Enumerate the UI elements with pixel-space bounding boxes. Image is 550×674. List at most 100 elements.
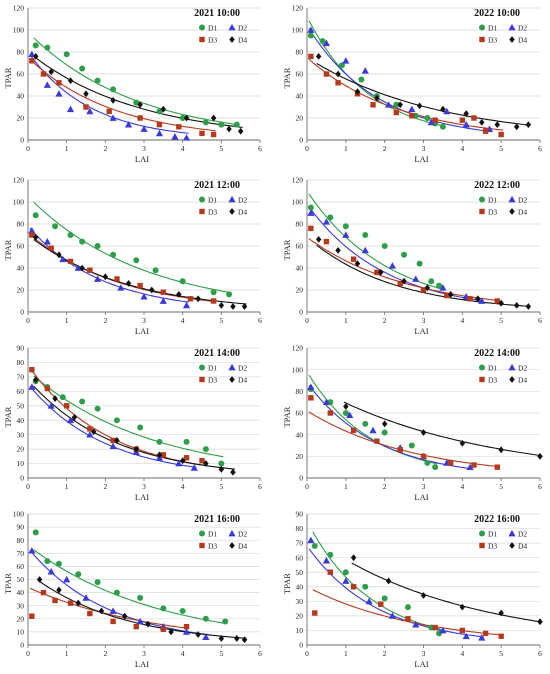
point-d3 [312, 610, 318, 616]
point-d3 [397, 280, 403, 287]
point-d3 [56, 80, 62, 86]
point-d2 [47, 568, 55, 575]
point-d3 [160, 289, 167, 295]
point-d4 [381, 420, 388, 428]
point-d2 [109, 607, 117, 614]
fit-curve-d1 [308, 374, 438, 465]
legend-label-d4: D4 [518, 376, 527, 385]
point-d3 [471, 115, 477, 121]
y-tick-label: 120 [292, 4, 304, 13]
legend-label-d4: D4 [238, 542, 247, 551]
point-d1 [319, 38, 326, 44]
legend-label-d1: D1 [208, 196, 217, 205]
point-d3 [471, 462, 477, 468]
point-d2 [66, 416, 75, 424]
point-d1 [75, 571, 82, 578]
point-d1 [202, 615, 209, 622]
point-d4 [354, 88, 361, 95]
y-tick-label: 120 [292, 344, 304, 353]
point-d2 [140, 293, 148, 300]
point-d3 [67, 258, 74, 265]
legend-label-d4: D4 [238, 36, 247, 45]
point-d4 [459, 603, 466, 611]
legend-marker-d3 [199, 208, 205, 215]
point-d4 [67, 77, 74, 84]
legend-label-d2: D2 [238, 196, 247, 205]
fit-curve-d1 [312, 531, 442, 630]
fit-curve-d3 [308, 58, 504, 131]
point-d2 [43, 81, 51, 88]
x-tick-label: 5 [499, 144, 503, 153]
y-tick-label: 60 [296, 70, 304, 79]
point-d2 [28, 227, 36, 234]
x-axis-label: LAI [414, 492, 428, 502]
point-d3 [405, 616, 411, 622]
point-d3 [370, 102, 376, 108]
legend-label-d4: D4 [518, 36, 527, 45]
point-d4 [513, 302, 520, 309]
point-d3 [374, 438, 380, 444]
point-d4 [183, 114, 190, 122]
chart-title: 2021 10:00 [194, 8, 240, 19]
point-d2 [322, 556, 331, 564]
point-d4 [315, 236, 322, 243]
point-d4 [33, 233, 39, 241]
point-d4 [52, 395, 58, 402]
point-d3 [308, 395, 314, 401]
point-d2 [28, 547, 36, 554]
point-d4 [36, 576, 43, 583]
point-d1 [152, 267, 159, 274]
point-d4 [114, 437, 120, 444]
point-d2 [439, 626, 447, 634]
point-d3 [110, 437, 116, 444]
point-d4 [218, 465, 225, 473]
y-tick-label: 20 [296, 286, 304, 295]
y-tick-label: 40 [17, 92, 25, 101]
point-d3 [350, 584, 357, 590]
point-d4 [218, 635, 225, 642]
point-d4 [110, 97, 116, 104]
x-tick-label: 1 [65, 649, 69, 658]
point-d1 [408, 442, 415, 449]
y-tick-label: 100 [13, 198, 25, 207]
legend-label-d3: D3 [488, 36, 497, 45]
point-d3 [459, 627, 466, 634]
point-d3 [176, 124, 182, 130]
y-tick-label: 90 [296, 510, 304, 519]
point-d4 [241, 303, 248, 310]
point-d3 [87, 426, 93, 432]
point-d3 [199, 457, 205, 464]
point-d1 [79, 398, 86, 405]
point-d3 [374, 269, 380, 276]
point-d3 [29, 58, 35, 64]
point-d2 [28, 50, 36, 58]
point-d2 [478, 297, 486, 304]
x-axis-label: LAI [135, 326, 149, 336]
point-d1 [202, 446, 209, 453]
point-d4 [203, 460, 209, 467]
point-d3 [44, 385, 51, 392]
x-tick-label: 2 [383, 316, 387, 325]
point-d3 [48, 245, 54, 251]
point-d1 [416, 260, 423, 267]
point-d2 [412, 621, 420, 628]
point-d4 [149, 286, 155, 294]
chart-title: 2021 14:00 [194, 348, 240, 359]
point-d4 [498, 446, 504, 454]
point-d2 [175, 459, 183, 467]
point-d3 [494, 298, 500, 304]
y-tick-label: 50 [17, 401, 25, 410]
point-d1 [160, 605, 167, 612]
fit-curve-d4 [316, 63, 531, 126]
fit-curve-d4 [343, 401, 541, 456]
point-d4 [424, 284, 431, 292]
point-d1 [55, 560, 62, 567]
x-tick-label: 3 [422, 482, 426, 491]
point-d3 [210, 298, 217, 304]
legend-marker-d2 [228, 529, 236, 537]
point-d1 [156, 438, 163, 445]
point-d1 [183, 438, 190, 445]
point-d1 [94, 243, 101, 249]
